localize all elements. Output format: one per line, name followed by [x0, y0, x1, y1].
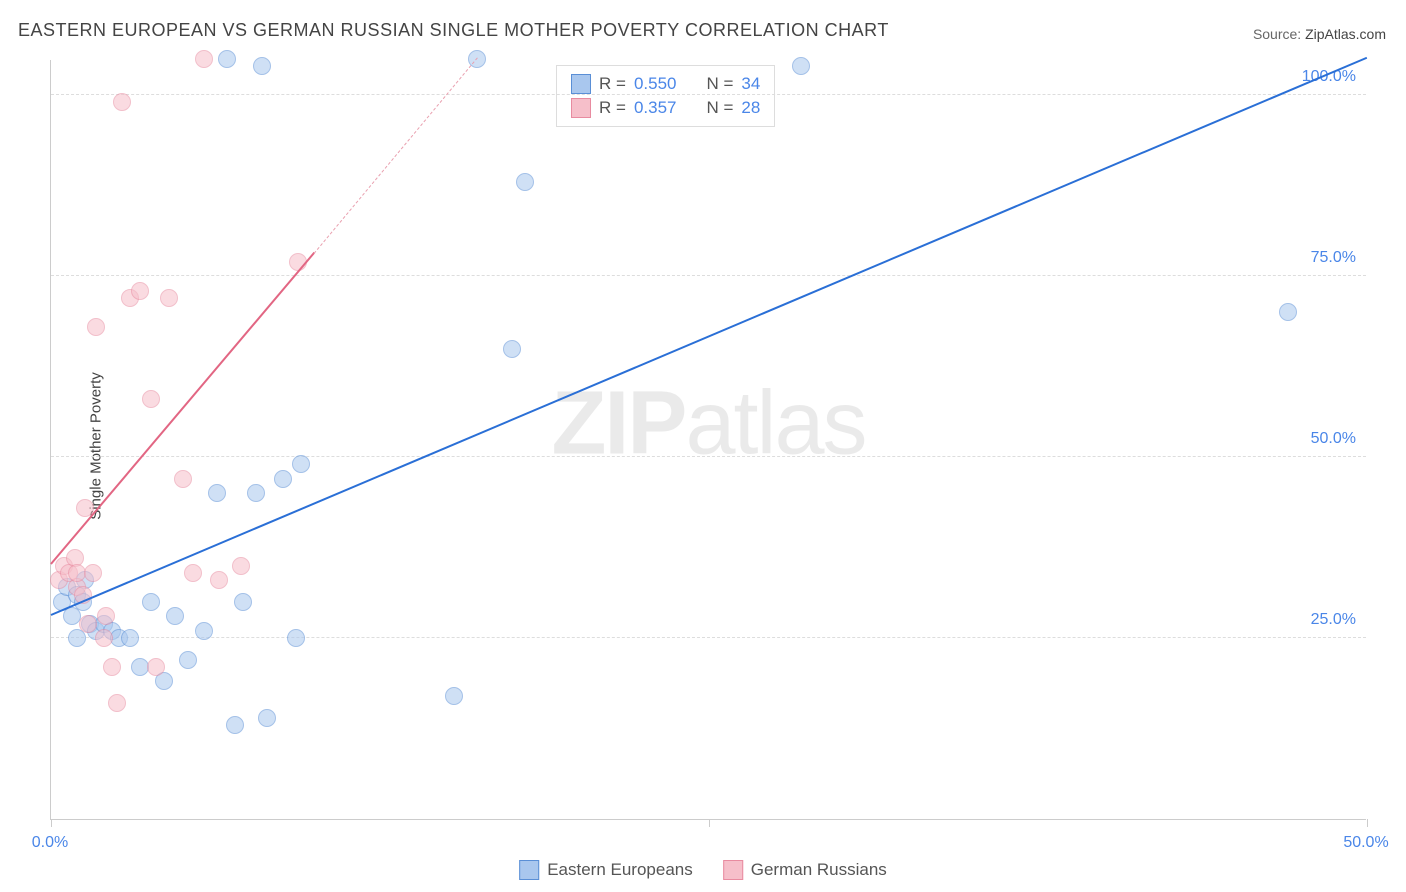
data-point: [253, 57, 271, 75]
data-point: [226, 716, 244, 734]
stat-n-label: N =: [706, 98, 733, 118]
legend-swatch: [571, 74, 591, 94]
x-tick-label: 0.0%: [32, 834, 68, 852]
stat-r-value: 0.357: [634, 98, 677, 118]
legend-swatch: [571, 98, 591, 118]
y-tick-label: 75.0%: [1311, 249, 1356, 267]
stat-r-value: 0.550: [634, 74, 677, 94]
data-point: [184, 564, 202, 582]
bottom-legend: Eastern Europeans German Russians: [519, 860, 887, 880]
legend-item: Eastern Europeans: [519, 860, 693, 880]
trend-line: [314, 58, 478, 254]
stat-n-value: 34: [741, 74, 760, 94]
data-point: [131, 282, 149, 300]
data-point: [113, 93, 131, 111]
source-credit: Source: ZipAtlas.com: [1253, 26, 1386, 42]
stat-r-label: R =: [599, 74, 626, 94]
x-tick: [1367, 819, 1368, 827]
data-point: [274, 470, 292, 488]
data-point: [445, 687, 463, 705]
data-point: [234, 593, 252, 611]
data-point: [232, 557, 250, 575]
data-point: [503, 340, 521, 358]
data-point: [147, 658, 165, 676]
stat-n-value: 28: [741, 98, 760, 118]
data-point: [87, 318, 105, 336]
source-label: Source:: [1253, 26, 1301, 42]
data-point: [142, 390, 160, 408]
legend-label: German Russians: [751, 860, 887, 880]
data-point: [79, 615, 97, 633]
trend-line: [51, 57, 1368, 616]
data-point: [108, 694, 126, 712]
data-point: [84, 564, 102, 582]
watermark: ZIPatlas: [551, 373, 865, 476]
data-point: [160, 289, 178, 307]
x-tick-label: 50.0%: [1343, 834, 1388, 852]
data-point: [287, 629, 305, 647]
legend-swatch: [723, 860, 743, 880]
stat-r-label: R =: [599, 98, 626, 118]
data-point: [142, 593, 160, 611]
y-tick-label: 100.0%: [1302, 68, 1356, 86]
gridline: [51, 94, 1366, 95]
data-point: [258, 709, 276, 727]
stats-legend-box: R = 0.550 N = 34 R = 0.357 N = 28: [556, 65, 775, 127]
stats-row: R = 0.550 N = 34: [571, 72, 760, 96]
scatter-plot-area: ZIPatlas R = 0.550N = 34R = 0.357N = 28 …: [50, 60, 1366, 820]
data-point: [97, 607, 115, 625]
y-tick-label: 25.0%: [1311, 611, 1356, 629]
data-point: [292, 455, 310, 473]
data-point: [792, 57, 810, 75]
data-point: [95, 629, 113, 647]
data-point: [121, 629, 139, 647]
x-tick: [709, 819, 710, 827]
legend-swatch: [519, 860, 539, 880]
data-point: [174, 470, 192, 488]
data-point: [179, 651, 197, 669]
y-tick-label: 50.0%: [1311, 430, 1356, 448]
data-point: [218, 50, 236, 68]
data-point: [195, 622, 213, 640]
watermark-zip: ZIP: [551, 374, 685, 474]
data-point: [166, 607, 184, 625]
data-point: [210, 571, 228, 589]
legend-item: German Russians: [723, 860, 887, 880]
watermark-atlas: atlas: [685, 374, 865, 474]
gridline: [51, 637, 1366, 638]
legend-label: Eastern Europeans: [547, 860, 693, 880]
data-point: [195, 50, 213, 68]
data-point: [516, 173, 534, 191]
stats-row: R = 0.357 N = 28: [571, 96, 760, 120]
data-point: [208, 484, 226, 502]
stat-n-label: N =: [706, 74, 733, 94]
source-value: ZipAtlas.com: [1305, 26, 1386, 42]
data-point: [103, 658, 121, 676]
chart-title: EASTERN EUROPEAN VS GERMAN RUSSIAN SINGL…: [18, 20, 889, 41]
x-tick: [51, 819, 52, 827]
gridline: [51, 456, 1366, 457]
data-point: [1279, 303, 1297, 321]
data-point: [247, 484, 265, 502]
gridline: [51, 275, 1366, 276]
